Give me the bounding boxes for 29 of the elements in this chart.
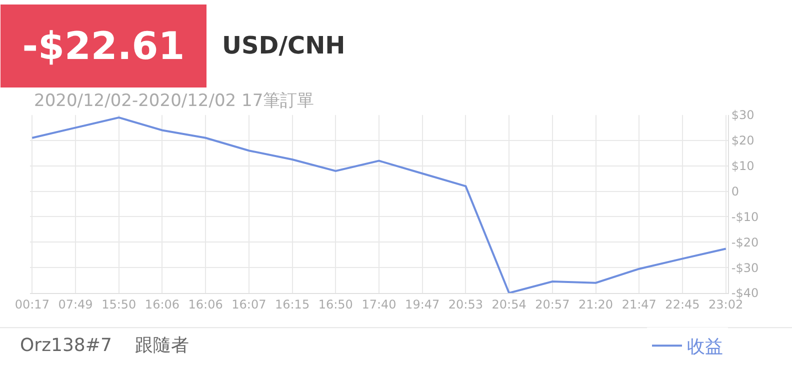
- x-tick-label: 00:17: [14, 297, 50, 312]
- y-tick-label: $10: [731, 159, 754, 174]
- text: Orz138#7 跟隨者: [20, 335, 189, 356]
- y-tick-label: $20: [731, 134, 754, 148]
- line-series: [31, 116, 727, 293]
- x-tick-label: 16:06: [144, 297, 180, 312]
- x-tick-label: 16:07: [232, 297, 266, 312]
- x-tick-label: 15:50: [102, 297, 136, 312]
- x-tick-label: 20:53: [448, 297, 484, 312]
- x-tick-label: 19:47: [405, 297, 440, 312]
- x-tick-label: 07:49: [58, 297, 93, 312]
- x-tick-label: 20:57: [535, 297, 570, 312]
- x-tick-label: 16:50: [318, 297, 353, 312]
- text: -$22.61: [22, 24, 185, 68]
- x-tick-label: 16:06: [188, 297, 223, 312]
- y-tick-label: -$30: [731, 260, 759, 275]
- y-tick-label: -$20: [731, 235, 759, 250]
- y-tick-label: 0: [731, 184, 740, 198]
- x-tick-label: 21:20: [578, 297, 614, 312]
- y-tick-label: $30: [731, 108, 754, 122]
- x-tick-label: 16:15: [274, 297, 310, 312]
- x-tick-label: 20:54: [492, 297, 526, 312]
- chart-subtitle: 2020/12/02-2020/12/02 17筆訂單: [34, 91, 314, 111]
- chart-title: USD/CNH: [222, 31, 346, 60]
- y-tick-label: -$10: [731, 210, 759, 224]
- x-tick-label: 17:40: [362, 297, 396, 312]
- x-tick-label: 21:47: [622, 297, 656, 312]
- legend-label: 收益: [687, 336, 723, 358]
- x-tick-label: 22:45: [665, 297, 700, 312]
